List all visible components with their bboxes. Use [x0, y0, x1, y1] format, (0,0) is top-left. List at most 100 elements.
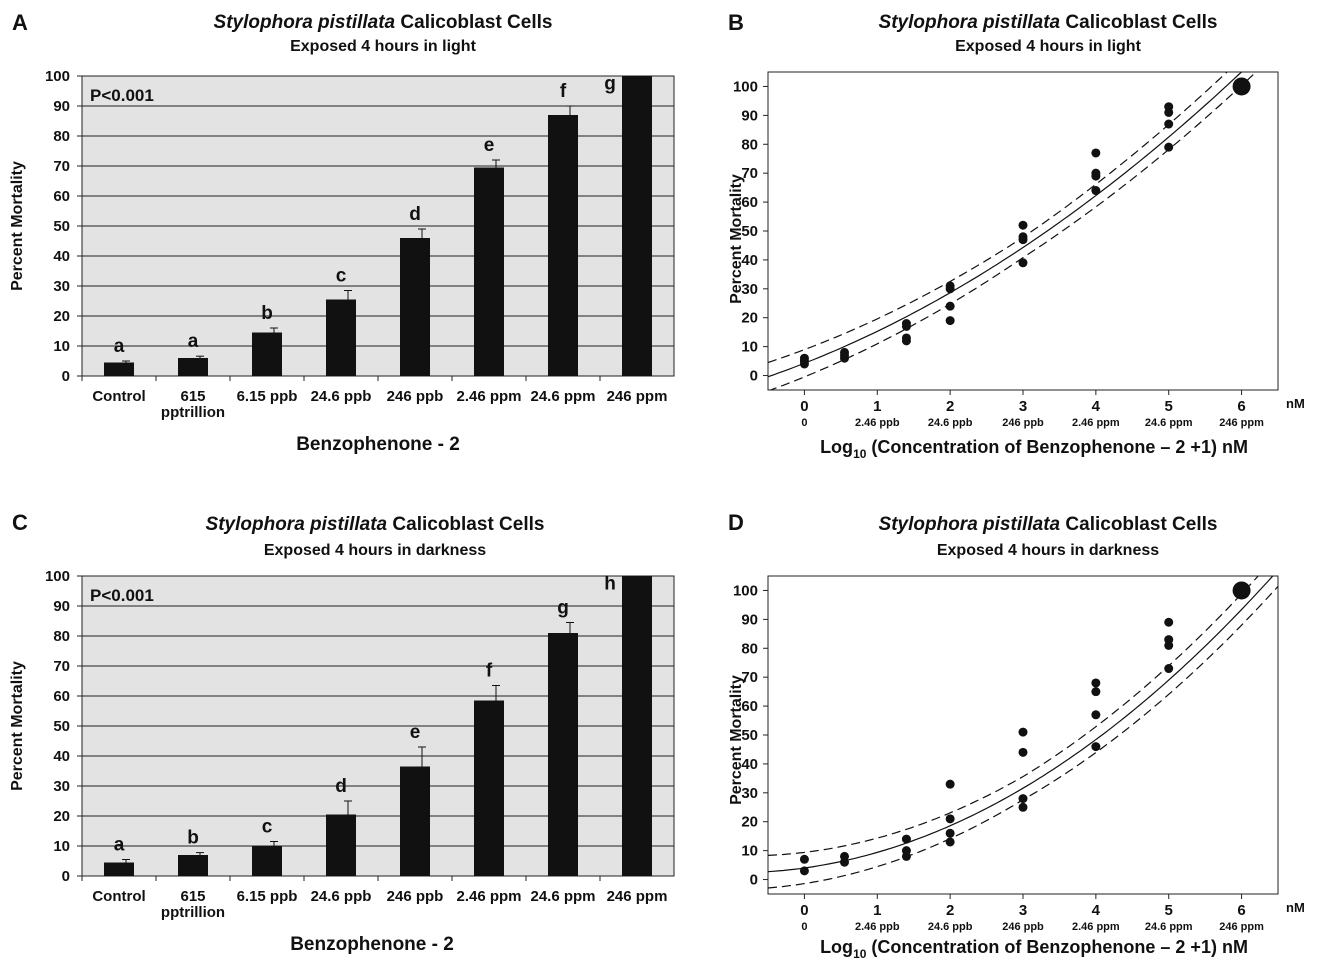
x-tick-label: 2.46 ppm [456, 388, 521, 405]
y-tick-label: 70 [741, 165, 758, 182]
significance-letter: f [560, 81, 567, 102]
x-tick-label: 24.6 ppm [530, 388, 595, 405]
title-species: Stylophora pistillata [214, 12, 396, 33]
data-point [1091, 678, 1100, 687]
x-axis-label: Log10 (Concentration of Benzophenone – 2… [820, 437, 1248, 461]
bar [622, 76, 652, 376]
y-tick-label: 90 [741, 107, 758, 124]
x-tick-label: Control [92, 388, 145, 405]
y-tick-label: 80 [741, 640, 758, 657]
data-point [1091, 148, 1100, 157]
significance-letter: c [336, 266, 347, 287]
y-tick-label: 20 [53, 308, 70, 325]
x-axis-label: Benzophenone - 2 [290, 934, 454, 955]
data-point [946, 837, 955, 846]
x-tick-label: 6 [1237, 398, 1245, 415]
data-point [1164, 664, 1173, 673]
title-species: Stylophora pistillata [206, 514, 388, 535]
data-point [1164, 102, 1173, 111]
y-tick-label: 30 [53, 778, 70, 795]
x-tick-label: 615 [180, 388, 205, 405]
data-point [1019, 794, 1028, 803]
data-point [1019, 221, 1028, 230]
data-point [946, 780, 955, 789]
x-tick-sublabel: 2.46 ppb [855, 417, 900, 429]
x-tick-sublabel: 2.46 ppb [855, 921, 900, 933]
data-point [800, 855, 809, 864]
data-point [902, 319, 911, 328]
y-tick-label: 10 [53, 338, 70, 355]
x-tick-sublabel: 2.46 ppm [1072, 921, 1120, 933]
x-tick-label: 24.6 ppb [311, 388, 372, 405]
chart-subtitle: Exposed 4 hours in darkness [937, 542, 1159, 559]
y-axis-label: Percent Mortality [9, 661, 26, 791]
x-tick-label: pptrillion [161, 404, 225, 421]
y-tick-label: 60 [741, 194, 758, 211]
title-rest: Calicoblast Cells [395, 12, 552, 33]
x-tick-sublabel: 24.6 ppm [1145, 921, 1193, 933]
y-tick-label: 30 [741, 281, 758, 298]
data-point [1091, 186, 1100, 195]
bar [326, 300, 356, 377]
x-tick-sublabel: 24.6 ppm [1145, 417, 1193, 429]
bar [326, 815, 356, 877]
data-point [1091, 687, 1100, 696]
title-rest: Calicoblast Cells [387, 514, 544, 535]
significance-letter: f [486, 661, 493, 682]
y-tick-label: 50 [53, 718, 70, 735]
y-tick-label: 100 [733, 582, 758, 599]
significance-letter: d [409, 204, 421, 225]
y-tick-label: 30 [741, 785, 758, 802]
x-axis-label: Log10 (Concentration of Benzophenone – 2… [820, 937, 1248, 958]
x-tick-sublabel: 0 [801, 921, 807, 933]
data-point [800, 354, 809, 363]
bar [400, 238, 430, 376]
x-tick-sublabel: 24.6 ppb [928, 417, 973, 429]
x-tick-label: 615 [180, 888, 205, 905]
x-tick-sublabel: 24.6 ppb [928, 921, 973, 933]
y-tick-label: 80 [53, 628, 70, 645]
y-tick-label: 20 [741, 310, 758, 327]
chart-title: Stylophora pistillata Calicoblast Cells [214, 12, 553, 33]
p-value-annotation: P<0.001 [90, 586, 154, 605]
x-label-subscript: 10 [853, 947, 867, 958]
x-tick-label: 24.6 ppb [311, 888, 372, 905]
x-unit-label: nM [1286, 900, 1305, 915]
x-tick-label: 246 ppm [607, 888, 668, 905]
x-tick-label: 0 [800, 398, 808, 415]
x-tick-label: 1 [873, 902, 881, 919]
y-tick-label: 50 [53, 218, 70, 235]
x-tick-label: 6 [1237, 902, 1245, 919]
y-tick-label: 70 [741, 669, 758, 686]
y-tick-label: 80 [741, 136, 758, 153]
y-tick-label: 0 [62, 868, 70, 885]
data-point [902, 846, 911, 855]
x-tick-label: 3 [1019, 398, 1027, 415]
y-tick-label: 70 [53, 658, 70, 675]
x-tick-sublabel: 246 ppb [1002, 417, 1044, 429]
chart-subtitle: Exposed 4 hours in light [290, 38, 476, 55]
x-tick-label: 2 [946, 398, 954, 415]
bar [178, 855, 208, 876]
bar [104, 363, 134, 377]
y-tick-label: 50 [741, 223, 758, 240]
x-tick-label: 2 [946, 902, 954, 919]
bar [178, 358, 208, 376]
y-tick-label: 10 [53, 838, 70, 855]
y-axis-label: Percent Mortality [9, 161, 26, 291]
bar [474, 701, 504, 877]
p-value-annotation: P<0.001 [90, 86, 154, 105]
significance-letter: a [114, 835, 125, 856]
x-tick-label: 3 [1019, 902, 1027, 919]
data-point [1164, 120, 1173, 129]
bar [104, 863, 134, 877]
chart-panel-c: C Stylophora pistillata Calicoblast Cells… [9, 510, 674, 955]
x-unit-label: nM [1286, 396, 1305, 411]
chart-title: Stylophora pistillata Calicoblast Cells [879, 12, 1218, 33]
chart-panel-d: D Stylophora pistillata Calicoblast Cells… [728, 510, 1305, 958]
y-tick-label: 90 [53, 598, 70, 615]
x-label-log: Log [820, 937, 853, 957]
chart-subtitle: Exposed 4 hours in darkness [264, 542, 486, 559]
data-point [946, 316, 955, 325]
